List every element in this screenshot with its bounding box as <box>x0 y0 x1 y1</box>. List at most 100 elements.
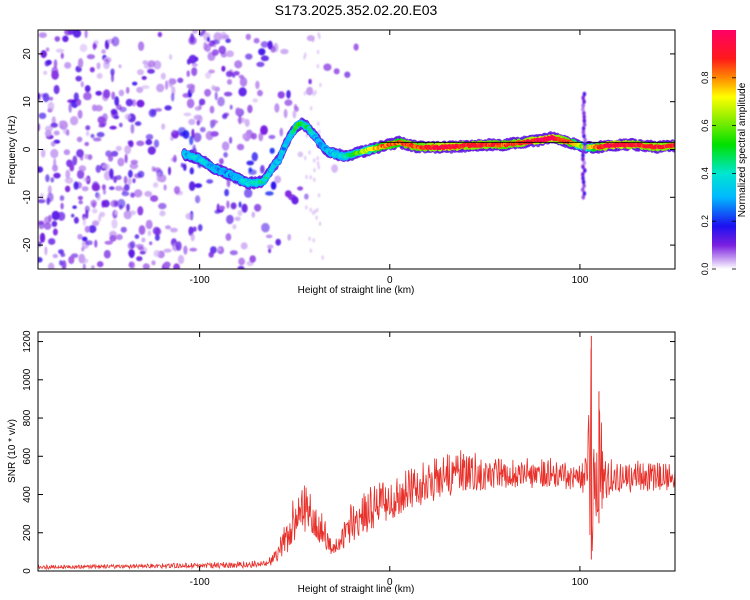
speckle-blob <box>217 96 225 107</box>
speckle-blob <box>224 188 230 197</box>
speckle-blob <box>205 72 212 79</box>
speckle-blob <box>182 130 190 139</box>
speckle-blob <box>247 104 253 114</box>
speckle-blob <box>81 236 88 242</box>
speckle-blob <box>309 175 313 180</box>
speckle-blob <box>136 86 144 93</box>
speckle-blob <box>153 60 162 70</box>
speckle-blob <box>114 185 123 191</box>
speckle-blob <box>102 189 107 195</box>
speckle-blob <box>82 263 86 269</box>
speckle-blob <box>163 248 172 253</box>
speckle-blob <box>306 90 309 95</box>
speckle-blob <box>317 165 321 170</box>
vertical-artifact <box>581 91 587 200</box>
speckle-blob <box>40 50 47 59</box>
speckle-blob <box>38 123 41 132</box>
speckle-blob <box>130 210 136 216</box>
speckle-blob <box>103 89 111 99</box>
speckle-blob <box>241 203 248 213</box>
speckle-blob <box>75 75 82 82</box>
speckle-blob <box>139 250 146 255</box>
speckle-blob <box>198 98 206 106</box>
speckle-blob <box>240 242 248 250</box>
speckle-blob <box>170 227 178 233</box>
speckle-blob <box>212 49 219 56</box>
artifact-blob <box>581 106 585 112</box>
artifact-blob <box>583 145 587 151</box>
speckle-blob <box>168 77 174 88</box>
y-tick-label: 0 <box>22 568 33 574</box>
y-tick-label: 1000 <box>22 368 33 391</box>
artifact-blob <box>581 187 585 193</box>
speckle-blob <box>309 86 313 92</box>
colorbar-label: Normalized spectral amplitude <box>737 82 748 217</box>
speckle-blob <box>50 177 55 183</box>
speckle-blob <box>50 148 59 159</box>
speckle-blob <box>78 253 86 264</box>
speckle-blob <box>194 106 202 111</box>
speckle-blob <box>96 192 101 201</box>
speckle-blob <box>353 43 359 51</box>
speckle-blob <box>44 246 48 256</box>
speckle-blob <box>245 53 253 60</box>
speckle-blob <box>113 115 120 120</box>
speckle-blob <box>186 98 195 109</box>
artifact-blob <box>581 164 585 170</box>
speckle-blob <box>45 174 50 183</box>
speckle-blob <box>72 30 82 38</box>
speckle-blob <box>211 85 216 91</box>
speckle-blob <box>193 114 202 121</box>
speckle-blob <box>173 263 180 269</box>
speckle-blob <box>238 74 245 79</box>
speckle-blob <box>309 207 313 213</box>
speckle-blob <box>196 120 201 126</box>
speckle-blob <box>84 30 88 39</box>
speckle-blob <box>213 32 223 42</box>
speckle-blob <box>209 105 215 114</box>
speckle-blob <box>141 85 150 90</box>
speckle-blob <box>163 261 171 268</box>
speckle-blob <box>137 206 144 216</box>
speckle-blob <box>226 178 231 188</box>
speckle-blob <box>218 45 227 55</box>
speckle-blob <box>80 81 85 88</box>
speckle-blob <box>38 257 43 263</box>
speckle-blob <box>189 247 198 252</box>
speckle-blob <box>188 54 197 64</box>
speckle-blob <box>51 220 58 227</box>
speckle-blob <box>119 122 123 128</box>
snr-frame <box>37 331 676 572</box>
colorbar-tick-label: 0.6 <box>700 119 710 132</box>
speckle-blob <box>96 62 101 70</box>
noise-speckle <box>38 30 359 269</box>
artifact-blob <box>583 141 587 147</box>
speckle-blob <box>173 154 177 163</box>
speckle-blob <box>286 90 291 99</box>
speckle-blob <box>223 91 233 97</box>
speckle-blob <box>304 52 307 57</box>
speckle-blob <box>110 108 118 115</box>
speckle-blob <box>53 84 60 95</box>
speckle-blob <box>317 129 321 135</box>
speckle-blob <box>38 241 42 247</box>
speckle-blob <box>226 200 230 209</box>
artifact-blob <box>583 137 587 143</box>
artifact-blob <box>581 156 585 162</box>
speckle-blob <box>124 153 128 164</box>
speckle-blob <box>132 178 136 184</box>
speckle-blob <box>308 236 311 241</box>
speckle-blob <box>115 175 122 181</box>
speckle-blob <box>142 60 149 65</box>
speckle-blob <box>189 135 194 146</box>
speckle-blob <box>229 250 238 256</box>
speckle-blob <box>110 68 115 76</box>
artifact-blob <box>582 91 587 97</box>
colorbar: 0.0 0.2 0.4 0.6 0.8 Normalized spectral ampl… <box>700 30 748 275</box>
speckle-blob <box>153 167 162 173</box>
speckle-blob <box>87 154 93 161</box>
snr-x-axis-label: Height of straight line (km) <box>298 584 415 595</box>
speckle-blob <box>60 252 66 257</box>
